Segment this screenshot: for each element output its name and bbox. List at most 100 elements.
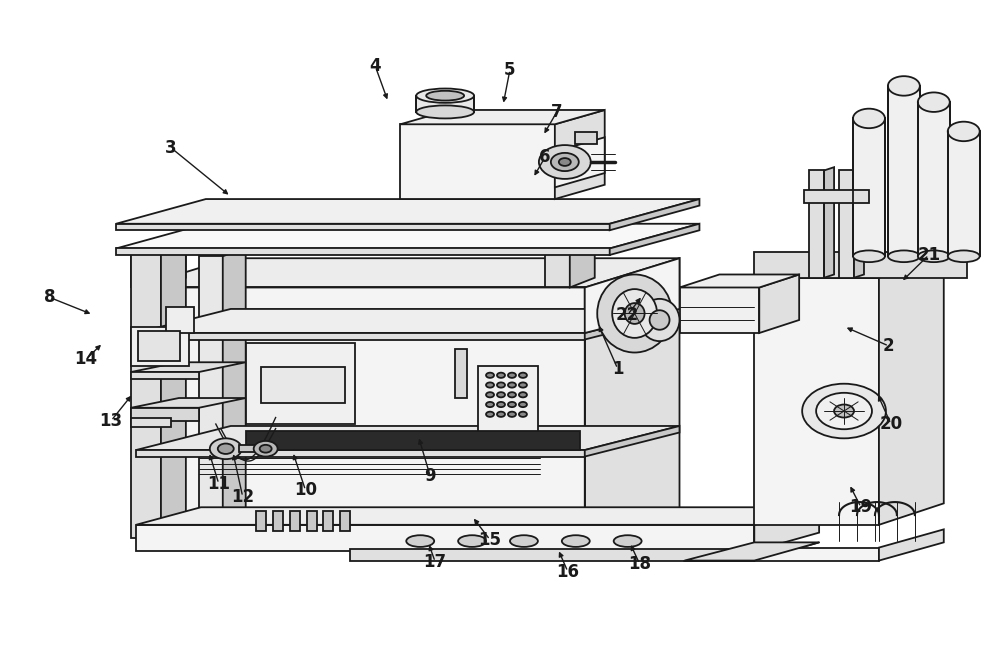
Polygon shape — [136, 258, 680, 287]
Bar — [307, 511, 317, 532]
Polygon shape — [161, 239, 186, 538]
Ellipse shape — [640, 299, 680, 341]
Circle shape — [497, 402, 505, 407]
Polygon shape — [610, 224, 699, 255]
Circle shape — [508, 383, 516, 388]
Polygon shape — [610, 199, 699, 231]
Polygon shape — [131, 362, 246, 372]
Polygon shape — [136, 450, 585, 456]
Circle shape — [497, 373, 505, 378]
Ellipse shape — [614, 535, 642, 547]
Bar — [261, 368, 345, 403]
Ellipse shape — [458, 535, 486, 547]
Circle shape — [519, 402, 527, 407]
Circle shape — [254, 441, 278, 456]
Ellipse shape — [918, 93, 950, 112]
Text: 18: 18 — [628, 555, 651, 573]
Text: 21: 21 — [917, 246, 940, 264]
Text: 4: 4 — [370, 57, 381, 75]
Text: 16: 16 — [556, 563, 579, 581]
Ellipse shape — [918, 250, 950, 262]
Polygon shape — [161, 239, 186, 287]
Bar — [575, 132, 597, 144]
Bar — [948, 131, 980, 256]
Bar — [455, 349, 467, 398]
Polygon shape — [199, 256, 223, 522]
Polygon shape — [585, 426, 680, 456]
Polygon shape — [759, 274, 799, 333]
Ellipse shape — [853, 250, 885, 262]
Circle shape — [218, 443, 234, 454]
Ellipse shape — [948, 250, 980, 262]
Circle shape — [802, 384, 886, 438]
Bar — [166, 307, 194, 333]
Text: 13: 13 — [100, 412, 123, 430]
Circle shape — [834, 404, 854, 417]
Polygon shape — [555, 110, 605, 199]
Polygon shape — [555, 137, 605, 187]
Text: 2: 2 — [883, 337, 895, 355]
Circle shape — [539, 145, 591, 179]
Text: 19: 19 — [849, 498, 873, 517]
Text: 6: 6 — [539, 148, 551, 167]
Ellipse shape — [888, 76, 920, 96]
Polygon shape — [131, 407, 199, 414]
Ellipse shape — [612, 289, 657, 338]
Circle shape — [497, 411, 505, 417]
Text: 8: 8 — [44, 288, 55, 306]
Ellipse shape — [416, 105, 474, 118]
Polygon shape — [754, 251, 967, 278]
Circle shape — [486, 373, 494, 378]
Bar — [256, 511, 266, 532]
Circle shape — [816, 393, 872, 429]
Text: 14: 14 — [75, 350, 98, 368]
Polygon shape — [136, 333, 585, 340]
Bar — [853, 118, 885, 256]
Circle shape — [486, 383, 494, 388]
Polygon shape — [754, 507, 819, 551]
Polygon shape — [804, 190, 869, 203]
Text: 10: 10 — [294, 481, 317, 500]
Ellipse shape — [597, 274, 672, 353]
Text: 7: 7 — [551, 103, 563, 121]
Polygon shape — [131, 372, 199, 379]
Polygon shape — [136, 309, 680, 333]
Bar — [918, 102, 950, 256]
Text: 9: 9 — [424, 467, 436, 485]
Polygon shape — [585, 258, 680, 333]
Text: 20: 20 — [879, 415, 902, 433]
Circle shape — [497, 392, 505, 398]
Ellipse shape — [426, 91, 464, 101]
Polygon shape — [136, 426, 680, 450]
Bar — [246, 343, 355, 424]
Polygon shape — [131, 398, 246, 407]
Bar — [323, 511, 333, 532]
Ellipse shape — [562, 535, 590, 547]
Bar — [138, 331, 180, 361]
Polygon shape — [879, 256, 944, 525]
Circle shape — [519, 373, 527, 378]
Circle shape — [486, 402, 494, 407]
Circle shape — [559, 158, 571, 166]
Polygon shape — [223, 248, 246, 522]
Circle shape — [486, 392, 494, 398]
Ellipse shape — [625, 303, 645, 324]
Bar — [416, 96, 474, 112]
Bar — [888, 86, 920, 256]
Polygon shape — [131, 249, 161, 287]
Polygon shape — [350, 549, 754, 560]
Polygon shape — [879, 530, 944, 560]
Polygon shape — [854, 167, 864, 278]
Polygon shape — [116, 224, 699, 249]
Polygon shape — [754, 256, 944, 278]
Text: 17: 17 — [424, 553, 447, 571]
Polygon shape — [239, 445, 266, 452]
Circle shape — [508, 392, 516, 398]
Circle shape — [497, 383, 505, 388]
Polygon shape — [824, 167, 834, 278]
Circle shape — [551, 153, 579, 171]
Polygon shape — [809, 170, 824, 278]
Bar — [246, 430, 580, 450]
Polygon shape — [131, 249, 161, 538]
Ellipse shape — [948, 121, 980, 141]
